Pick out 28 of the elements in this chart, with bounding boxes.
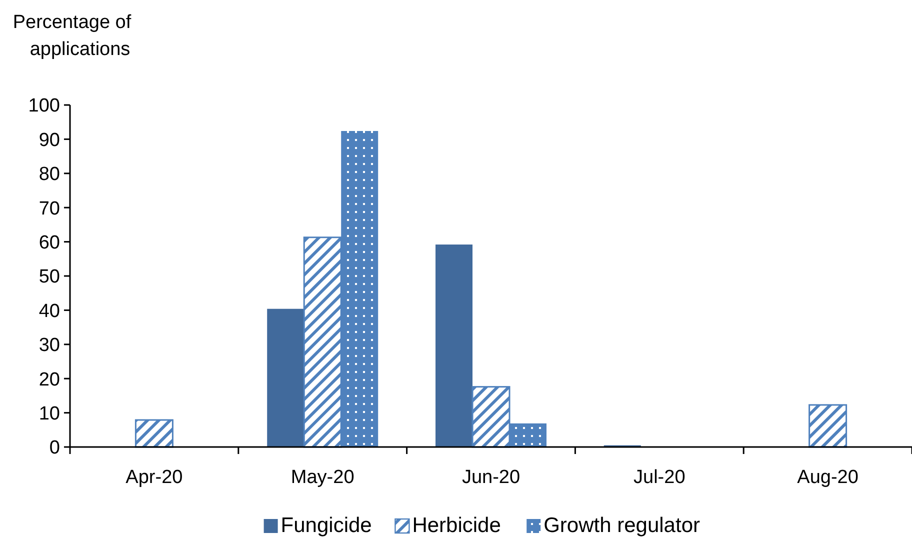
y-tick-label: 0 xyxy=(49,438,60,459)
x-tick-label: Jun-20 xyxy=(462,467,520,488)
x-tick-label: May-20 xyxy=(290,467,354,488)
x-tick-label: Aug-20 xyxy=(797,467,858,488)
bar xyxy=(267,308,304,447)
y-tick-label: 100 xyxy=(28,96,60,117)
y-tick-label: 30 xyxy=(38,335,60,356)
y-tick-label: 70 xyxy=(38,198,60,220)
legend-label: Herbicide xyxy=(412,514,501,537)
y-tick-label: 40 xyxy=(38,300,60,322)
y-tick-label: 60 xyxy=(38,232,60,254)
bar xyxy=(303,236,342,448)
legend-label: Growth regulator xyxy=(544,514,700,537)
x-tick-label: Jul-20 xyxy=(634,467,686,488)
y-tick-label: 20 xyxy=(38,369,60,390)
y-tick-label: 50 xyxy=(38,266,60,288)
y-tick-label: 80 xyxy=(38,164,60,186)
bar xyxy=(510,423,546,447)
legend-label: Fungicide xyxy=(280,514,372,537)
y-tick-label: 10 xyxy=(38,403,60,424)
bar xyxy=(341,130,378,447)
y-axis-title: Percentage of applications xyxy=(12,12,132,60)
x-tick-label: Apr-20 xyxy=(126,467,183,488)
bar xyxy=(808,404,848,448)
bar xyxy=(134,419,174,448)
bar xyxy=(436,244,472,447)
y-tick-label: 90 xyxy=(38,130,60,151)
bar xyxy=(472,386,510,448)
